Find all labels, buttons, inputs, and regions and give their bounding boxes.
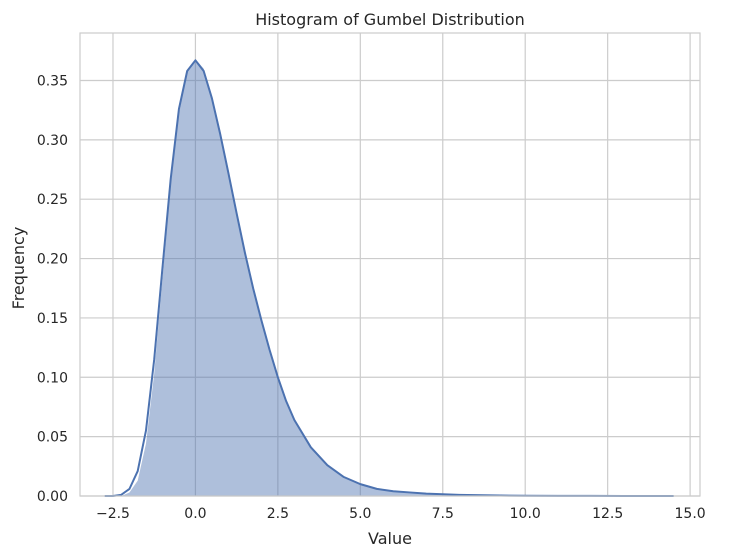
x-tick-label: 10.0 — [510, 506, 541, 522]
x-tick-label: 2.5 — [267, 506, 289, 522]
y-tick-label: 0.25 — [37, 192, 68, 208]
kde-line — [104, 59, 674, 497]
y-tick-label: 0.00 — [37, 489, 68, 505]
y-tick-label: 0.35 — [37, 73, 68, 89]
y-tick-labels: 0.00 0.05 0.10 0.15 0.20 0.25 0.30 0.35 — [37, 73, 68, 505]
y-axis-label: Frequency — [9, 227, 28, 310]
x-tick-label: 0.0 — [184, 506, 206, 522]
histogram-area — [112, 59, 674, 496]
x-axis-label: Value — [368, 529, 412, 548]
y-tick-label: 0.30 — [37, 133, 68, 149]
x-tick-label: −2.5 — [96, 506, 130, 522]
y-tick-label: 0.15 — [37, 311, 68, 327]
grid — [80, 33, 700, 497]
x-tick-label: 7.5 — [432, 506, 454, 522]
x-tick-label: 12.5 — [592, 506, 623, 522]
kde-curve — [104, 59, 674, 497]
chart-title: Histogram of Gumbel Distribution — [255, 10, 525, 29]
plot-border — [79, 32, 701, 497]
y-tick-label: 0.20 — [37, 252, 68, 268]
plot-frame — [79, 32, 701, 497]
x-tick-label: 5.0 — [349, 506, 371, 522]
y-tick-label: 0.05 — [37, 430, 68, 446]
x-tick-labels: −2.5 0.0 2.5 5.0 7.5 10.0 12.5 15.0 — [96, 506, 706, 522]
histogram-fill — [112, 59, 674, 496]
x-tick-label: 15.0 — [675, 506, 706, 522]
y-tick-label: 0.10 — [37, 370, 68, 386]
